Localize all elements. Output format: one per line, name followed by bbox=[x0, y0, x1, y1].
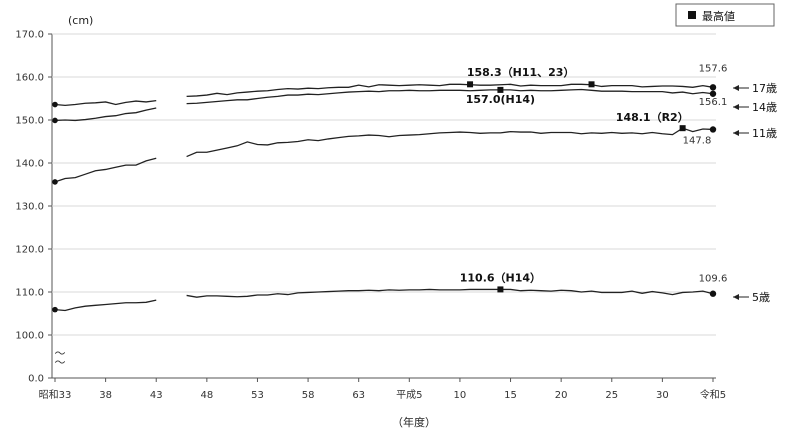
y-tick-label: 150.0 bbox=[15, 116, 44, 127]
series-lines bbox=[52, 83, 717, 313]
x-axis-title: （年度） bbox=[392, 415, 436, 429]
max-value-annotation: 157.0(H14) bbox=[466, 93, 535, 106]
series-labels: 157.6 17歳 156.1 14歳 147.8 11歳 109.6 5歳 bbox=[683, 63, 777, 304]
series-pointer-arrowhead bbox=[733, 85, 739, 91]
series-line bbox=[54, 157, 157, 183]
x-tick-label: 20 bbox=[555, 390, 568, 401]
max-value-marker bbox=[497, 286, 504, 293]
max-value-marker bbox=[467, 81, 474, 88]
x-tick-label: 30 bbox=[656, 390, 669, 401]
series-start-point bbox=[52, 117, 58, 124]
series-end-value: 147.8 bbox=[683, 135, 712, 146]
x-tick-label: 48 bbox=[200, 390, 213, 401]
series-line bbox=[186, 288, 714, 298]
x-tick-label: 63 bbox=[352, 390, 365, 401]
series-line bbox=[54, 299, 157, 312]
max-value-marker bbox=[679, 125, 686, 132]
series-pointer-arrowhead bbox=[733, 104, 739, 110]
series-end-value: 109.6 bbox=[699, 274, 728, 285]
x-tick-label: 令和5 bbox=[700, 388, 726, 401]
y-tick-label: 0.0 bbox=[28, 374, 44, 385]
y-tick-label: 110.0 bbox=[15, 288, 44, 299]
axis-break-symbol: ～ bbox=[55, 356, 66, 369]
y-tick-label: 100.0 bbox=[15, 331, 44, 342]
x-tick-label: 15 bbox=[504, 390, 517, 401]
legend-label: 最高値 bbox=[702, 9, 735, 23]
legend: 最高値 bbox=[675, 3, 775, 27]
x-tick-labels: 昭和33 38 43 48 53 58 63 平成5 10 15 20 25 30 令和5 bbox=[39, 378, 726, 401]
series-pointer-arrowhead bbox=[733, 130, 739, 136]
series-line bbox=[54, 100, 157, 107]
axis-break-symbol: ～ bbox=[55, 347, 66, 360]
series-line bbox=[54, 107, 157, 122]
x-tick-label: 58 bbox=[302, 390, 315, 401]
legend-box bbox=[675, 3, 775, 27]
series-end-value: 157.6 bbox=[699, 63, 728, 74]
y-tick-label: 140.0 bbox=[15, 159, 44, 170]
series-end-value: 156.1 bbox=[699, 97, 728, 108]
x-tick-label: 43 bbox=[150, 390, 163, 401]
max-value-annotation: 110.6（H14） bbox=[460, 272, 541, 285]
max-value-marker bbox=[497, 86, 504, 93]
x-tick-label: 25 bbox=[605, 390, 618, 401]
x-tick-label: 10 bbox=[454, 390, 467, 401]
max-markers: 158.3（H11、23） 157.0(H14) 148.1（R2） 110.6（H1… bbox=[460, 66, 689, 293]
y-unit-label: (cm) bbox=[68, 14, 93, 27]
series-name-label: 17歳 bbox=[752, 82, 777, 95]
y-tick-label: 130.0 bbox=[15, 202, 44, 213]
series-line bbox=[186, 83, 714, 97]
series-start-point bbox=[52, 306, 58, 313]
x-tick-label: 昭和33 bbox=[39, 389, 72, 401]
y-tick-label: 160.0 bbox=[15, 73, 44, 84]
y-tick-labels: 0.0 100.0 110.0 120.0 130.0 140.0 150.0 160.0 17… bbox=[15, 30, 52, 385]
series-name-label: 5歳 bbox=[752, 291, 770, 304]
series-line bbox=[186, 88, 714, 105]
series-end-point bbox=[709, 90, 717, 97]
series-end-point bbox=[709, 290, 717, 297]
series-end-point bbox=[709, 84, 717, 91]
x-tick-label: 38 bbox=[99, 390, 112, 401]
max-value-marker bbox=[588, 81, 595, 88]
series-pointer-arrowhead bbox=[733, 294, 739, 300]
series-end-point bbox=[709, 126, 717, 133]
series-start-point bbox=[52, 179, 58, 185]
series-name-label: 11歳 bbox=[752, 127, 777, 140]
y-tick-label: 170.0 bbox=[15, 30, 44, 41]
series-line bbox=[186, 127, 714, 158]
legend-marker-square bbox=[688, 11, 696, 19]
series-name-label: 14歳 bbox=[752, 101, 777, 114]
max-value-annotation: 148.1（R2） bbox=[616, 111, 689, 124]
grid bbox=[52, 33, 716, 336]
x-tick-label: 平成5 bbox=[396, 389, 422, 401]
max-value-annotation: 158.3（H11、23） bbox=[467, 66, 575, 79]
series-start-point bbox=[52, 101, 58, 108]
x-tick-label: 53 bbox=[251, 390, 264, 401]
y-tick-label: 120.0 bbox=[15, 245, 44, 256]
